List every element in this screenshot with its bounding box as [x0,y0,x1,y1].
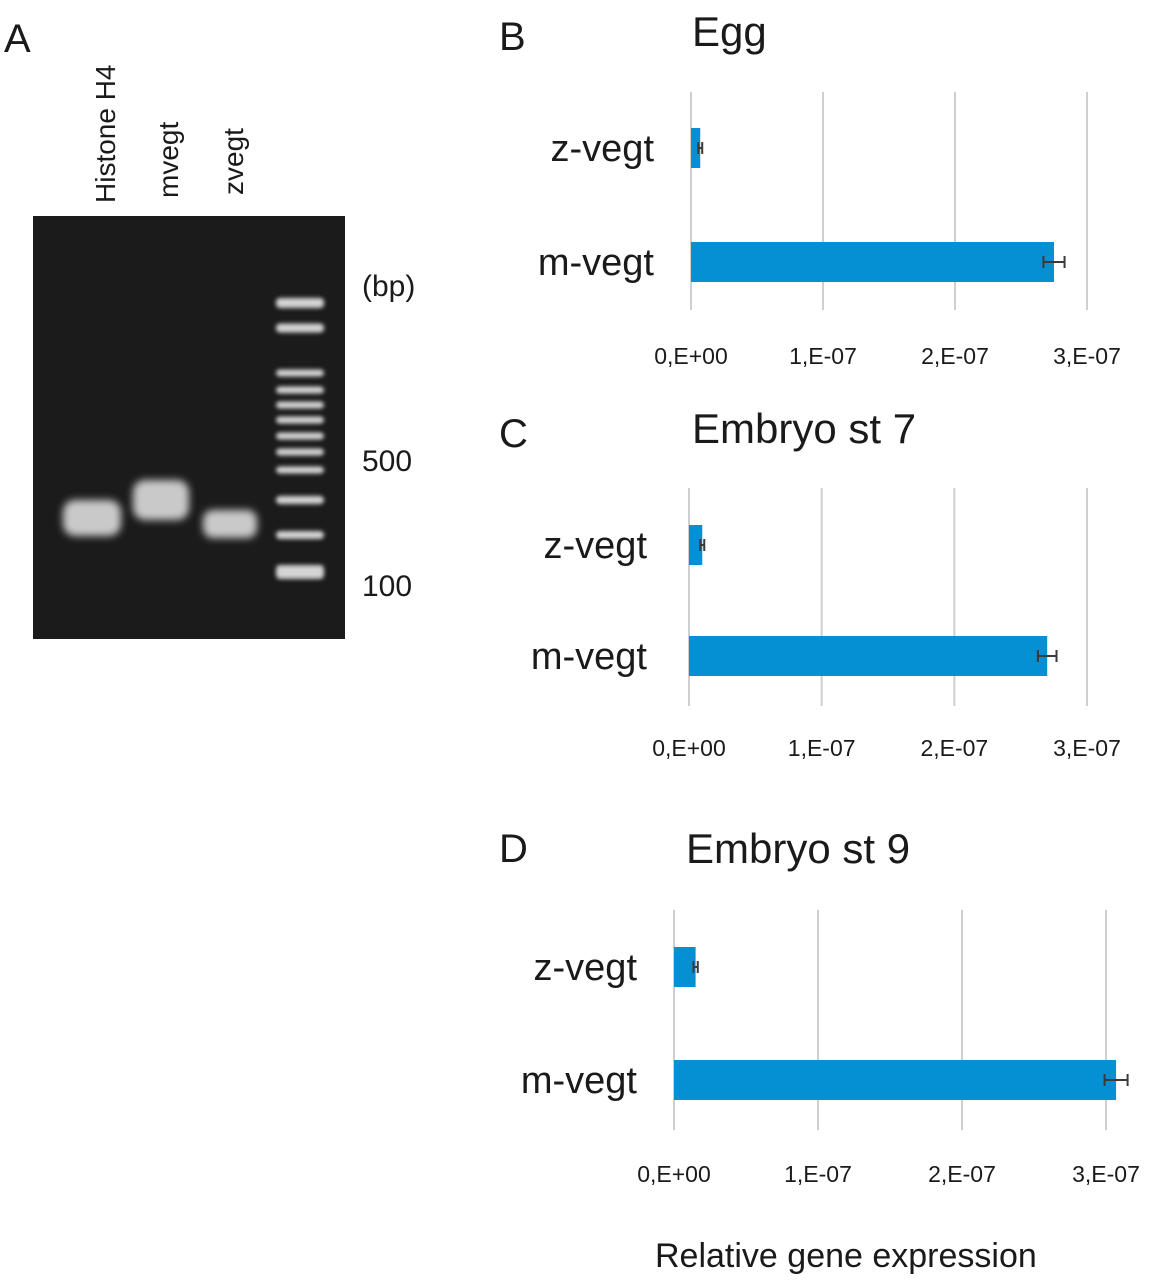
bar-z-vegt [689,525,703,565]
ladder-band [276,466,324,474]
x-tick-label: 3,E-07 [1053,735,1121,761]
ladder-band [276,369,324,377]
gel-ladder [276,298,324,579]
x-tick-label: 3,E-07 [1072,1161,1140,1187]
chart-title-embryo-st9: Embryo st 9 [686,825,910,872]
panel-letter-a: A [4,17,31,61]
category-label-m-vegt: m-vegt [538,242,655,284]
ladder-band [276,496,324,504]
error-bar [1103,1074,1129,1086]
x-tick-label: 2,E-07 [921,343,989,369]
category-label-m-vegt: m-vegt [521,1060,638,1102]
panel-letter-c: C [499,412,528,456]
bar-m-vegt [674,1060,1117,1100]
x-axis-title: Relative gene expression [655,1237,1037,1275]
error-bar [1042,256,1066,268]
gel-bands [63,480,257,538]
ladder-band [276,432,324,440]
bar-m-vegt [689,636,1048,676]
error-bar [692,961,699,973]
gel-band-mvegt [133,480,189,520]
category-label-z-vegt: z-vegt [534,947,638,989]
error-bar [699,539,706,551]
x-tick-label: 1,E-07 [789,343,857,369]
x-tick-label: 1,E-07 [788,735,856,761]
ladder-band [276,401,324,409]
gel-marker-500: 500 [362,445,412,478]
error-bar [697,142,704,154]
ladder-band [276,565,324,579]
gel-unit-label: (bp) [362,270,415,303]
ladder-band [276,386,324,394]
category-label-z-vegt: z-vegt [544,525,648,567]
category-label-z-vegt: z-vegt [551,128,655,170]
gel-band-zvegt [203,510,257,538]
lane-label-mvegt: mvegt [153,122,184,198]
bar-m-vegt [691,242,1054,282]
panel-letter-b: B [499,15,526,59]
x-tick-label: 3,E-07 [1053,343,1121,369]
ladder-band [276,531,324,539]
chart-embryo-st7: C Embryo st 7 z-vegt m-vegt 0,E+00 1,E-07 2… [499,405,1121,761]
chart-title-embryo-st7: Embryo st 7 [692,405,916,452]
category-label-m-vegt: m-vegt [531,636,648,678]
x-tick-label: 0,E+00 [652,735,726,761]
lane-label-zvegt: zvegt [218,128,249,195]
ladder-band [276,416,324,424]
lane-label-histone-h4: Histone H4 [90,64,121,203]
x-tick-label: 0,E+00 [637,1161,711,1187]
gel-band-histone-h4 [63,500,121,536]
chart-title-egg: Egg [692,8,767,55]
x-tick-label: 2,E-07 [928,1161,996,1187]
ladder-band [276,448,324,456]
bar-z-vegt [691,128,701,168]
x-tick-label: 1,E-07 [784,1161,852,1187]
ladder-band [276,298,324,308]
x-tick-label: 0,E+00 [654,343,728,369]
chart-egg: B Egg z-vegt m-vegt 0,E+00 1,E-07 2,E-07 3,E… [499,8,1121,369]
gel-marker-100: 100 [362,570,412,603]
panel-letter-d: D [499,827,528,871]
error-bar [1036,650,1058,662]
x-tick-label: 2,E-07 [920,735,988,761]
gel-panel: A Histone H4 mvegt zvegt (bp) 500 100 [4,17,415,639]
chart-embryo-st9: D Embryo st 9 z-vegt m-vegt 0,E+00 1,E-07 2… [499,825,1140,1275]
bar-z-vegt [674,947,696,987]
ladder-band [276,323,324,333]
